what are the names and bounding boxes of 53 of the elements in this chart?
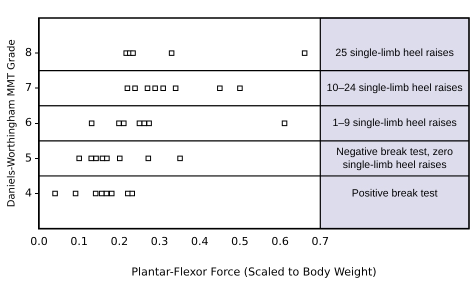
- point: [76, 156, 82, 162]
- x-tick-label: 0.7: [312, 235, 330, 248]
- x-tick-label: 0.3: [150, 235, 168, 248]
- point: [104, 190, 110, 196]
- point: [237, 85, 243, 91]
- x-tick-label: 0.6: [271, 235, 289, 248]
- x-axis-title: Plantar-Flexor Force (Scaled to Body Weight): [131, 265, 377, 278]
- point: [129, 190, 135, 196]
- point: [217, 85, 223, 91]
- point: [121, 120, 127, 126]
- annotation: 25 single-limb heel raises: [335, 46, 454, 59]
- point: [93, 156, 99, 162]
- point: [168, 50, 174, 56]
- point: [52, 190, 58, 196]
- annotation: 10–24 single-limb heel raises: [326, 82, 463, 94]
- point: [88, 156, 94, 162]
- point: [160, 85, 166, 91]
- x-tick-label: 0.4: [190, 235, 208, 248]
- point: [92, 190, 98, 196]
- x-tick-label: 0.5: [231, 235, 249, 248]
- point: [98, 190, 104, 196]
- y-tick-label: 4: [25, 186, 32, 200]
- y-tick-label: 6: [25, 116, 32, 130]
- point: [144, 85, 150, 91]
- point: [152, 85, 158, 91]
- point: [132, 85, 138, 91]
- annotation: Positive break test: [352, 187, 438, 200]
- point: [136, 120, 142, 126]
- annotation: 1–9 single-limb heel raises: [332, 117, 457, 130]
- point: [108, 190, 114, 196]
- point: [130, 50, 136, 56]
- point: [177, 156, 183, 162]
- point: [172, 85, 178, 91]
- x-tick-label: 0.0: [30, 235, 48, 248]
- point: [72, 190, 78, 196]
- point: [282, 120, 288, 126]
- y-tick-label: 5: [25, 151, 32, 164]
- point: [117, 156, 123, 162]
- x-tick-label: 0.1: [70, 235, 88, 248]
- annotation: Negative break test, zero single-limb heel raises: [336, 146, 454, 171]
- x-tick-label: 0.2: [110, 235, 128, 248]
- point: [302, 50, 308, 56]
- point: [125, 190, 131, 196]
- y-tick-label: 7: [25, 81, 32, 94]
- point: [88, 120, 94, 126]
- point: [146, 156, 152, 162]
- point: [124, 85, 130, 91]
- point: [142, 120, 148, 126]
- y-axis-title: Daniels-Worthingham MMT Grade: [6, 39, 18, 208]
- point: [146, 120, 152, 126]
- point: [116, 120, 122, 126]
- point: [104, 156, 110, 162]
- y-tick-label: 8: [25, 46, 32, 59]
